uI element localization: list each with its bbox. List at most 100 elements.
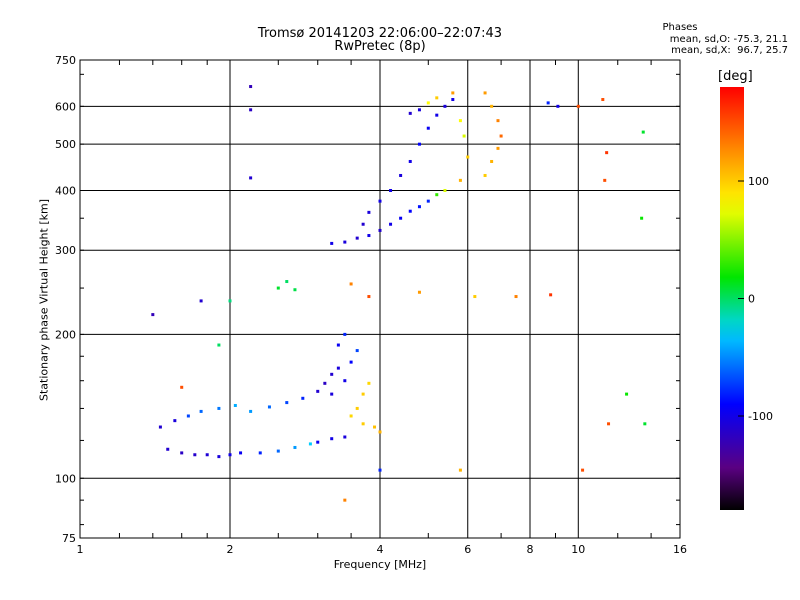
data-point: [435, 113, 439, 117]
data-point: [336, 343, 340, 347]
data-point: [458, 468, 462, 472]
data-point: [158, 425, 162, 429]
data-point: [426, 101, 430, 105]
y-tick-label: 75: [62, 532, 76, 545]
data-point: [228, 453, 232, 457]
data-point: [408, 111, 412, 115]
data-point: [276, 449, 280, 453]
data-point: [435, 193, 439, 197]
data-point: [173, 419, 177, 423]
data-point: [458, 119, 462, 123]
y-tick-label: 200: [55, 328, 76, 341]
data-point: [343, 379, 347, 383]
data-point: [556, 104, 560, 108]
data-point: [217, 455, 221, 459]
data-point: [205, 453, 209, 457]
data-point: [180, 385, 184, 389]
data-point: [496, 146, 500, 150]
data-point: [355, 406, 359, 410]
data-point: [367, 295, 371, 299]
data-point: [151, 313, 155, 317]
data-point: [361, 222, 365, 226]
data-point: [389, 222, 393, 226]
data-point: [546, 101, 550, 105]
colorbar-tick-label: 100: [748, 175, 769, 188]
colorbar-unit-label: [deg]: [718, 69, 753, 84]
x-tick-label: 4: [377, 543, 384, 556]
data-point: [451, 91, 455, 95]
data-point: [640, 216, 644, 220]
data-point: [399, 173, 403, 177]
data-point: [349, 360, 353, 364]
data-point: [316, 440, 320, 444]
data-point: [408, 209, 412, 213]
data-point: [462, 134, 466, 138]
data-point: [323, 381, 327, 385]
data-point: [443, 188, 447, 192]
phase-info-line1: mean, sd,O: -75.3, 21.1: [669, 34, 788, 45]
data-point: [186, 414, 190, 418]
y-tick-label: 600: [55, 100, 76, 113]
data-points-layer: [151, 85, 647, 502]
data-point: [443, 104, 447, 108]
data-point: [249, 85, 253, 89]
data-point: [389, 188, 393, 192]
data-point: [316, 389, 320, 393]
data-point: [258, 451, 262, 455]
data-point: [490, 159, 494, 163]
data-point: [458, 178, 462, 182]
data-point: [399, 216, 403, 220]
data-point: [549, 293, 553, 297]
data-point: [361, 392, 365, 396]
data-point: [249, 409, 253, 413]
data-point: [180, 451, 184, 455]
data-point: [490, 104, 494, 108]
data-point: [373, 425, 377, 429]
data-point: [355, 236, 359, 240]
data-point: [330, 437, 334, 441]
data-point: [378, 468, 382, 472]
colorbar-tick-label: -100: [748, 410, 773, 423]
x-axis-label: Frequency [MHz]: [333, 558, 427, 571]
grid-layer: [80, 60, 680, 538]
data-point: [625, 392, 629, 396]
data-point: [267, 405, 271, 409]
data-point: [249, 108, 253, 112]
data-point: [483, 91, 487, 95]
data-point: [499, 134, 503, 138]
data-point: [233, 403, 237, 407]
data-point: [355, 349, 359, 353]
data-point: [417, 108, 421, 112]
data-point: [466, 155, 470, 159]
data-point: [417, 142, 421, 146]
data-point: [378, 430, 382, 434]
data-point: [193, 453, 197, 457]
y-axis-label: Stationary phase Virtual Height [km]: [37, 198, 51, 402]
y-tick-label: 300: [55, 244, 76, 257]
x-tick-label: 16: [673, 543, 687, 556]
data-point: [166, 447, 170, 451]
data-point: [367, 210, 371, 214]
data-point: [496, 119, 500, 123]
data-point: [343, 435, 347, 439]
y-tick-label: 750: [55, 54, 76, 67]
data-point: [343, 498, 347, 502]
data-point: [378, 199, 382, 203]
data-point: [576, 104, 580, 108]
x-tick-label: 2: [227, 543, 234, 556]
data-point: [601, 98, 605, 102]
data-point: [607, 422, 611, 426]
data-point: [276, 286, 280, 290]
phase-info-title: Phases: [662, 22, 698, 33]
axes-layer: 75 100 200 300 400 500 600 750 1 2 4 6 8 10 16: [55, 54, 687, 556]
data-point: [417, 205, 421, 209]
data-point: [199, 409, 203, 413]
y-tick-label: 100: [55, 472, 76, 485]
chart-title: Tromsø 20141203 22:06:00–22:07:43: [257, 26, 503, 41]
data-point: [293, 288, 297, 292]
colorbar-tick-label: 0: [748, 293, 755, 306]
data-point: [217, 406, 221, 410]
data-point: [605, 151, 609, 155]
data-point: [643, 422, 647, 426]
